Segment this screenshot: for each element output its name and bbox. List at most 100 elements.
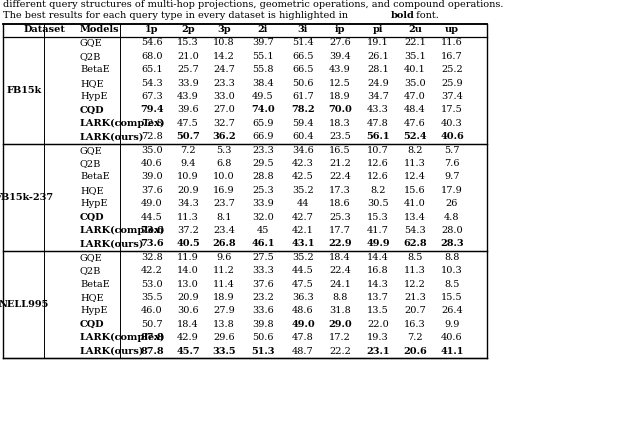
Text: 8.2: 8.2 bbox=[407, 145, 423, 155]
Text: 17.2: 17.2 bbox=[329, 333, 351, 342]
Text: 42.7: 42.7 bbox=[292, 213, 314, 222]
Text: 47.5: 47.5 bbox=[292, 280, 314, 289]
Text: 20.9: 20.9 bbox=[177, 186, 199, 195]
Text: 5.7: 5.7 bbox=[444, 145, 460, 155]
Text: 12.6: 12.6 bbox=[367, 159, 389, 168]
Text: 8.5: 8.5 bbox=[407, 253, 422, 262]
Text: 37.6: 37.6 bbox=[252, 280, 274, 289]
Text: 41.1: 41.1 bbox=[440, 346, 464, 355]
Text: 14.3: 14.3 bbox=[367, 280, 389, 289]
Text: 24.1: 24.1 bbox=[329, 280, 351, 289]
Text: LARK(complex): LARK(complex) bbox=[80, 119, 166, 128]
Text: 39.0: 39.0 bbox=[141, 172, 163, 181]
Text: 37.2: 37.2 bbox=[177, 226, 199, 235]
Text: 26.4: 26.4 bbox=[441, 307, 463, 315]
Text: 16.8: 16.8 bbox=[367, 266, 389, 275]
Text: 18.9: 18.9 bbox=[329, 92, 351, 101]
Text: 14.0: 14.0 bbox=[177, 266, 199, 275]
Text: 35.0: 35.0 bbox=[141, 145, 163, 155]
Text: 1p: 1p bbox=[145, 25, 159, 34]
Text: 54.3: 54.3 bbox=[141, 79, 163, 87]
Text: 35.1: 35.1 bbox=[404, 52, 426, 61]
Text: 32.8: 32.8 bbox=[141, 253, 163, 262]
Text: 23.3: 23.3 bbox=[213, 79, 235, 87]
Text: 26.8: 26.8 bbox=[212, 239, 236, 249]
Text: 48.4: 48.4 bbox=[404, 105, 426, 114]
Text: 66.5: 66.5 bbox=[292, 52, 314, 61]
Text: Q2B: Q2B bbox=[80, 159, 101, 168]
Text: 21.3: 21.3 bbox=[404, 293, 426, 302]
Text: 30.6: 30.6 bbox=[177, 307, 199, 315]
Text: LARK(ours): LARK(ours) bbox=[80, 239, 145, 249]
Text: LARK(complex): LARK(complex) bbox=[80, 333, 166, 343]
Text: 2p: 2p bbox=[181, 25, 195, 34]
Text: 47.8: 47.8 bbox=[292, 333, 314, 342]
Text: 50.7: 50.7 bbox=[176, 132, 200, 141]
Text: 25.3: 25.3 bbox=[252, 186, 274, 195]
Text: 30.5: 30.5 bbox=[367, 199, 389, 208]
Text: 11.4: 11.4 bbox=[213, 280, 235, 289]
Text: GQE: GQE bbox=[80, 39, 103, 47]
Text: 66.5: 66.5 bbox=[292, 65, 314, 74]
Text: 14.2: 14.2 bbox=[213, 52, 235, 61]
Text: 55.1: 55.1 bbox=[252, 52, 274, 61]
Text: The best results for each query type in every dataset is highlighted in: The best results for each query type in … bbox=[3, 11, 351, 20]
Text: 39.7: 39.7 bbox=[252, 39, 274, 47]
Text: 2i: 2i bbox=[258, 25, 268, 34]
Text: 35.2: 35.2 bbox=[292, 253, 314, 262]
Text: 39.4: 39.4 bbox=[329, 52, 351, 61]
Text: 67.3: 67.3 bbox=[141, 92, 163, 101]
Text: 28.8: 28.8 bbox=[252, 172, 274, 181]
Text: 11.3: 11.3 bbox=[177, 213, 199, 222]
Text: 32.7: 32.7 bbox=[213, 119, 235, 128]
Text: 18.6: 18.6 bbox=[329, 199, 351, 208]
Text: 42.2: 42.2 bbox=[141, 266, 163, 275]
Text: 42.9: 42.9 bbox=[177, 333, 199, 342]
Text: 11.3: 11.3 bbox=[404, 159, 426, 168]
Text: pi: pi bbox=[372, 25, 383, 34]
Text: 54.3: 54.3 bbox=[404, 226, 426, 235]
Text: up: up bbox=[445, 25, 459, 34]
Text: NELL995: NELL995 bbox=[0, 301, 49, 310]
Text: 35.2: 35.2 bbox=[292, 186, 314, 195]
Text: 49.0: 49.0 bbox=[291, 320, 315, 329]
Text: 13.0: 13.0 bbox=[177, 280, 199, 289]
Text: font.: font. bbox=[413, 11, 439, 20]
Text: 8.2: 8.2 bbox=[371, 186, 386, 195]
Text: 37.6: 37.6 bbox=[141, 186, 163, 195]
Text: 23.2: 23.2 bbox=[252, 293, 274, 302]
Text: 50.6: 50.6 bbox=[292, 79, 314, 87]
Text: 50.6: 50.6 bbox=[252, 333, 274, 342]
Text: 42.1: 42.1 bbox=[292, 226, 314, 235]
Text: LARK(ours): LARK(ours) bbox=[80, 132, 145, 141]
Text: 33.3: 33.3 bbox=[252, 266, 274, 275]
Text: 13.5: 13.5 bbox=[367, 307, 389, 315]
Text: different query structures of multi-hop projections, geometric operations, and c: different query structures of multi-hop … bbox=[3, 0, 504, 9]
Text: 52.4: 52.4 bbox=[403, 132, 427, 141]
Text: 68.0: 68.0 bbox=[141, 52, 163, 61]
Text: 15.6: 15.6 bbox=[404, 186, 426, 195]
Text: 47.5: 47.5 bbox=[177, 119, 199, 128]
Text: 15.3: 15.3 bbox=[367, 213, 389, 222]
Text: 54.6: 54.6 bbox=[141, 39, 163, 47]
Text: 29.0: 29.0 bbox=[328, 320, 352, 329]
Text: 13.8: 13.8 bbox=[213, 320, 235, 329]
Text: 10.0: 10.0 bbox=[213, 172, 235, 181]
Text: 12.5: 12.5 bbox=[329, 79, 351, 87]
Text: 7.2: 7.2 bbox=[180, 145, 196, 155]
Text: HypE: HypE bbox=[80, 92, 108, 101]
Text: Models: Models bbox=[80, 25, 120, 34]
Text: 17.7: 17.7 bbox=[329, 226, 351, 235]
Text: 44.5: 44.5 bbox=[292, 266, 314, 275]
Text: 33.0: 33.0 bbox=[213, 92, 235, 101]
Text: GQE: GQE bbox=[80, 253, 103, 262]
Text: 56.1: 56.1 bbox=[366, 132, 390, 141]
Text: 66.9: 66.9 bbox=[252, 132, 274, 141]
Text: HypE: HypE bbox=[80, 199, 108, 208]
Text: 18.9: 18.9 bbox=[213, 293, 235, 302]
Text: 87.8: 87.8 bbox=[140, 346, 164, 355]
Text: 11.3: 11.3 bbox=[404, 266, 426, 275]
Text: 19.3: 19.3 bbox=[367, 333, 389, 342]
Text: 22.2: 22.2 bbox=[329, 346, 351, 355]
Text: 40.3: 40.3 bbox=[441, 119, 463, 128]
